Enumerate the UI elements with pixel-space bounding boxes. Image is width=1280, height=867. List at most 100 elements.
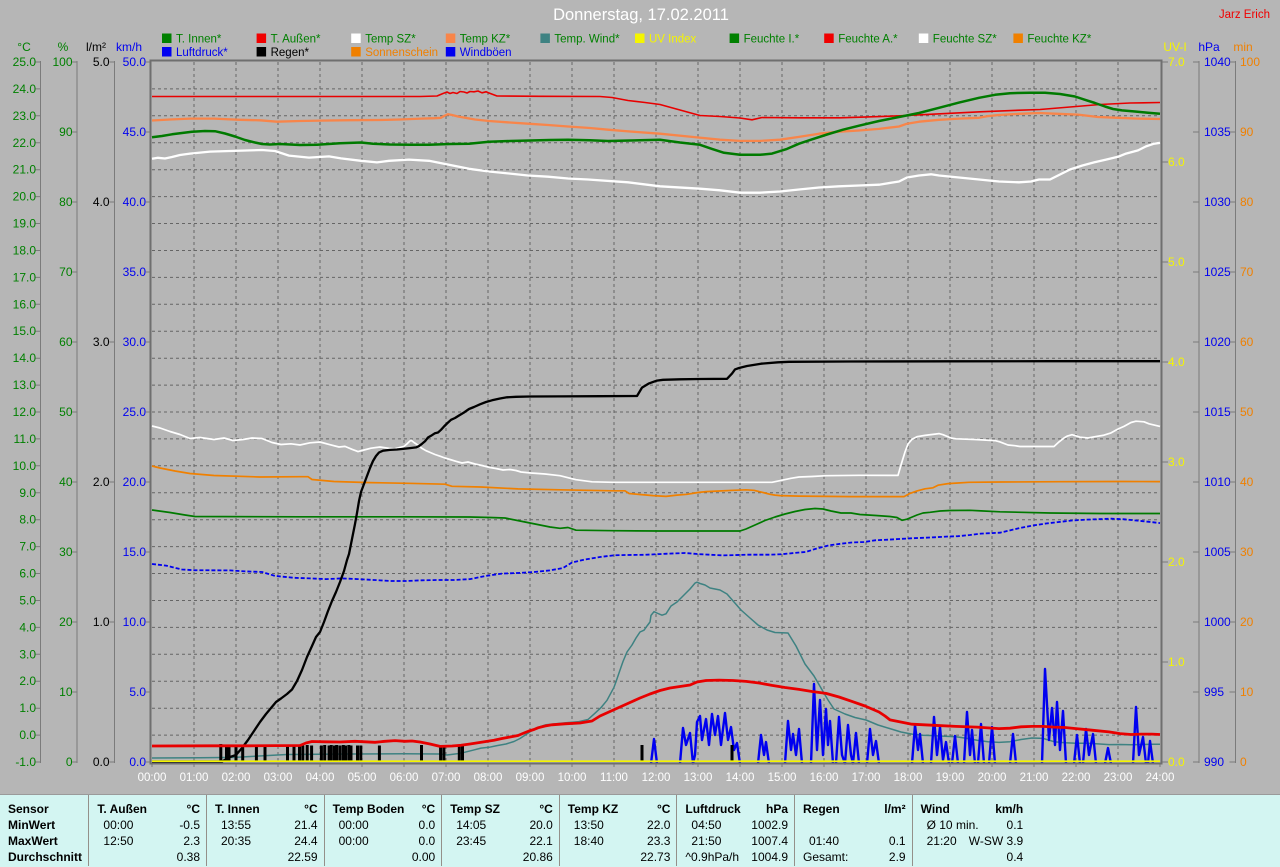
- svg-text:1030: 1030: [1204, 195, 1231, 209]
- svg-text:22:00: 22:00: [1062, 772, 1091, 784]
- svg-text:6.0: 6.0: [19, 567, 36, 581]
- svg-text:Feuchte SZ*: Feuchte SZ*: [933, 34, 997, 46]
- svg-text:Feuchte A.*: Feuchte A.*: [838, 34, 898, 46]
- svg-text:40: 40: [59, 475, 73, 489]
- svg-text:60: 60: [59, 335, 73, 349]
- svg-text:5.0: 5.0: [129, 685, 146, 699]
- svg-text:Temp. Wind*: Temp. Wind*: [554, 34, 620, 46]
- svg-text:1020: 1020: [1204, 335, 1231, 349]
- svg-text:1015: 1015: [1204, 405, 1231, 419]
- svg-text:11.0: 11.0: [14, 432, 37, 446]
- svg-text:5.0: 5.0: [93, 55, 110, 69]
- svg-text:17:00: 17:00: [852, 772, 881, 784]
- svg-text:50: 50: [1240, 405, 1254, 419]
- svg-text:4.0: 4.0: [1168, 355, 1185, 369]
- svg-text:1010: 1010: [1204, 475, 1231, 489]
- svg-text:04:00: 04:00: [306, 772, 335, 784]
- svg-text:90: 90: [59, 125, 73, 139]
- svg-text:25.0: 25.0: [13, 55, 37, 69]
- svg-text:16:00: 16:00: [810, 772, 839, 784]
- svg-text:2.0: 2.0: [1168, 555, 1185, 569]
- svg-text:3.0: 3.0: [93, 335, 110, 349]
- svg-text:Feuchte I.*: Feuchte I.*: [744, 34, 800, 46]
- svg-text:8.0: 8.0: [19, 513, 36, 527]
- svg-text:3.0: 3.0: [19, 647, 36, 661]
- svg-text:12.0: 12.0: [13, 405, 37, 419]
- svg-text:9.0: 9.0: [19, 486, 36, 500]
- svg-text:18:00: 18:00: [894, 772, 923, 784]
- svg-text:0: 0: [66, 755, 73, 769]
- svg-text:30: 30: [1240, 545, 1254, 559]
- svg-text:1035: 1035: [1204, 125, 1231, 139]
- svg-text:08:00: 08:00: [474, 772, 503, 784]
- svg-text:1.0: 1.0: [93, 615, 110, 629]
- svg-text:T. Innen*: T. Innen*: [176, 34, 222, 46]
- svg-text:03:00: 03:00: [264, 772, 293, 784]
- svg-text:13.0: 13.0: [13, 378, 37, 392]
- svg-text:11:00: 11:00: [600, 772, 628, 784]
- svg-text:20.0: 20.0: [123, 475, 147, 489]
- svg-text:24:00: 24:00: [1146, 772, 1175, 784]
- svg-text:4.0: 4.0: [19, 620, 36, 634]
- svg-text:70: 70: [1240, 265, 1254, 279]
- svg-text:°C: °C: [17, 40, 31, 54]
- svg-text:hPa: hPa: [1198, 40, 1220, 54]
- svg-text:19:00: 19:00: [936, 772, 965, 784]
- svg-text:30: 30: [59, 545, 73, 559]
- svg-text:UV Index: UV Index: [649, 34, 697, 46]
- svg-text:2.0: 2.0: [19, 674, 36, 688]
- svg-text:10: 10: [59, 685, 73, 699]
- svg-text:15:00: 15:00: [768, 772, 797, 784]
- svg-text:20:00: 20:00: [978, 772, 1007, 784]
- svg-text:Sonnenschein: Sonnenschein: [365, 47, 438, 59]
- svg-text:1000: 1000: [1204, 615, 1231, 629]
- svg-text:17.0: 17.0: [13, 270, 37, 284]
- svg-text:21.0: 21.0: [13, 163, 37, 177]
- svg-text:14.0: 14.0: [13, 351, 37, 365]
- svg-text:06:00: 06:00: [390, 772, 419, 784]
- svg-text:07:00: 07:00: [432, 772, 461, 784]
- svg-text:60: 60: [1240, 335, 1254, 349]
- svg-text:20: 20: [59, 615, 73, 629]
- svg-text:1005: 1005: [1204, 545, 1231, 559]
- svg-text:20.0: 20.0: [13, 190, 37, 204]
- svg-text:0.0: 0.0: [129, 755, 146, 769]
- svg-text:00:00: 00:00: [138, 772, 167, 784]
- svg-text:Luftdruck*: Luftdruck*: [176, 47, 228, 59]
- svg-text:10.0: 10.0: [13, 459, 37, 473]
- svg-text:09:00: 09:00: [516, 772, 545, 784]
- svg-text:min: min: [1233, 40, 1252, 54]
- svg-text:50.0: 50.0: [123, 55, 147, 69]
- svg-text:80: 80: [59, 195, 73, 209]
- svg-text:30.0: 30.0: [123, 335, 147, 349]
- svg-text:40: 40: [1240, 475, 1254, 489]
- svg-text:1025: 1025: [1204, 265, 1231, 279]
- svg-text:90: 90: [1240, 125, 1254, 139]
- svg-text:50: 50: [59, 405, 73, 419]
- svg-text:6.0: 6.0: [1168, 155, 1185, 169]
- svg-text:05:00: 05:00: [348, 772, 377, 784]
- svg-text:16.0: 16.0: [13, 297, 37, 311]
- svg-text:19.0: 19.0: [13, 217, 37, 231]
- svg-text:0: 0: [1240, 755, 1247, 769]
- svg-text:0.0: 0.0: [19, 728, 36, 742]
- svg-text:7.0: 7.0: [19, 540, 36, 554]
- svg-text:14:00: 14:00: [726, 772, 755, 784]
- svg-text:4.0: 4.0: [93, 195, 110, 209]
- svg-text:100: 100: [1240, 55, 1260, 69]
- svg-text:70: 70: [59, 265, 73, 279]
- svg-text:10:00: 10:00: [558, 772, 587, 784]
- svg-text:UV-I: UV-I: [1163, 40, 1186, 54]
- svg-text:990: 990: [1204, 755, 1224, 769]
- svg-text:0.0: 0.0: [1168, 755, 1185, 769]
- svg-text:Feuchte KZ*: Feuchte KZ*: [1027, 34, 1091, 46]
- svg-text:l/m²: l/m²: [86, 40, 106, 54]
- svg-text:5.0: 5.0: [1168, 255, 1185, 269]
- svg-text:10: 10: [1240, 685, 1254, 699]
- svg-text:%: %: [58, 40, 69, 54]
- svg-text:22.0: 22.0: [13, 136, 37, 150]
- svg-text:1.0: 1.0: [1168, 655, 1185, 669]
- svg-text:40.0: 40.0: [123, 195, 147, 209]
- svg-text:15.0: 15.0: [123, 545, 147, 559]
- svg-text:100: 100: [52, 55, 72, 69]
